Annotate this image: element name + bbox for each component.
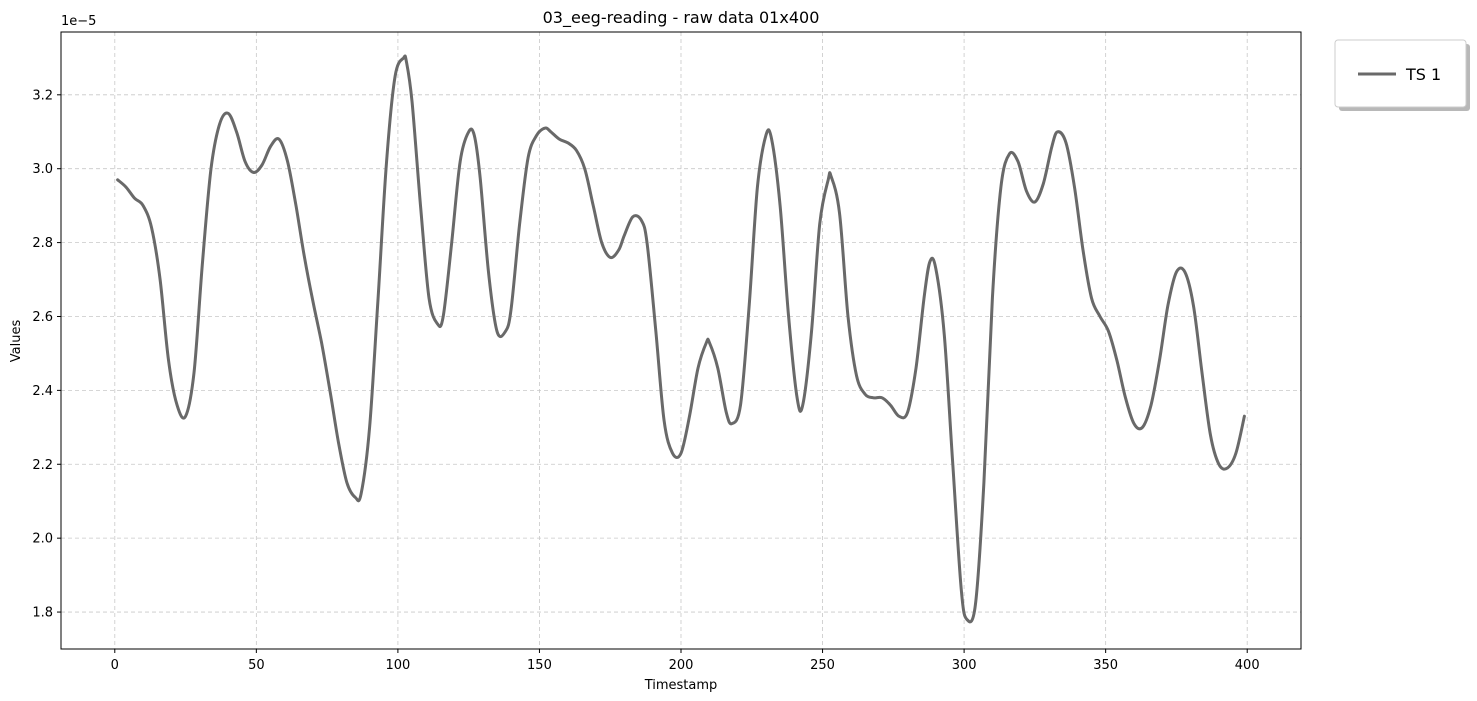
x-tick-label: 350 bbox=[1093, 658, 1118, 673]
x-tick-label: 100 bbox=[385, 658, 410, 673]
x-tick-label: 400 bbox=[1235, 658, 1260, 673]
x-tick-label: 250 bbox=[810, 658, 835, 673]
legend-box bbox=[1334, 39, 1467, 108]
y-tick-label: 2.0 bbox=[32, 532, 53, 547]
y-tick-label: 2.2 bbox=[32, 458, 53, 473]
x-tick-label: 200 bbox=[669, 658, 694, 673]
y-tick-label: 2.6 bbox=[32, 310, 53, 325]
y-axis-offset-label: 1e−5 bbox=[61, 14, 96, 29]
y-tick-label: 2.8 bbox=[32, 236, 53, 251]
legend-label-ts-1: TS 1 bbox=[1405, 65, 1441, 84]
legend: TS 1 bbox=[1334, 39, 1470, 111]
y-axis: 1.8 2.0 2.2 2.4 2.6 2.8 3.0 3.2 bbox=[32, 88, 61, 621]
x-tick-label: 50 bbox=[248, 658, 265, 673]
y-tick-label: 3.0 bbox=[32, 162, 53, 177]
y-tick-label: 2.4 bbox=[32, 384, 53, 399]
x-tick-label: 0 bbox=[111, 658, 119, 673]
x-tick-label: 300 bbox=[952, 658, 977, 673]
grid bbox=[61, 32, 1301, 649]
x-axis: 0 50 100 150 200 250 300 350 400 bbox=[111, 649, 1260, 673]
y-axis-title: Values bbox=[9, 320, 24, 363]
series-line-ts-1 bbox=[116, 54, 1246, 624]
y-tick-label: 3.2 bbox=[32, 88, 53, 103]
x-axis-title: Timestamp bbox=[644, 678, 718, 693]
x-tick-label: 150 bbox=[527, 658, 552, 673]
chart-title: 03_eeg-reading - raw data 01x400 bbox=[543, 8, 820, 28]
y-tick-label: 1.8 bbox=[32, 606, 53, 621]
series-layer bbox=[116, 54, 1246, 624]
